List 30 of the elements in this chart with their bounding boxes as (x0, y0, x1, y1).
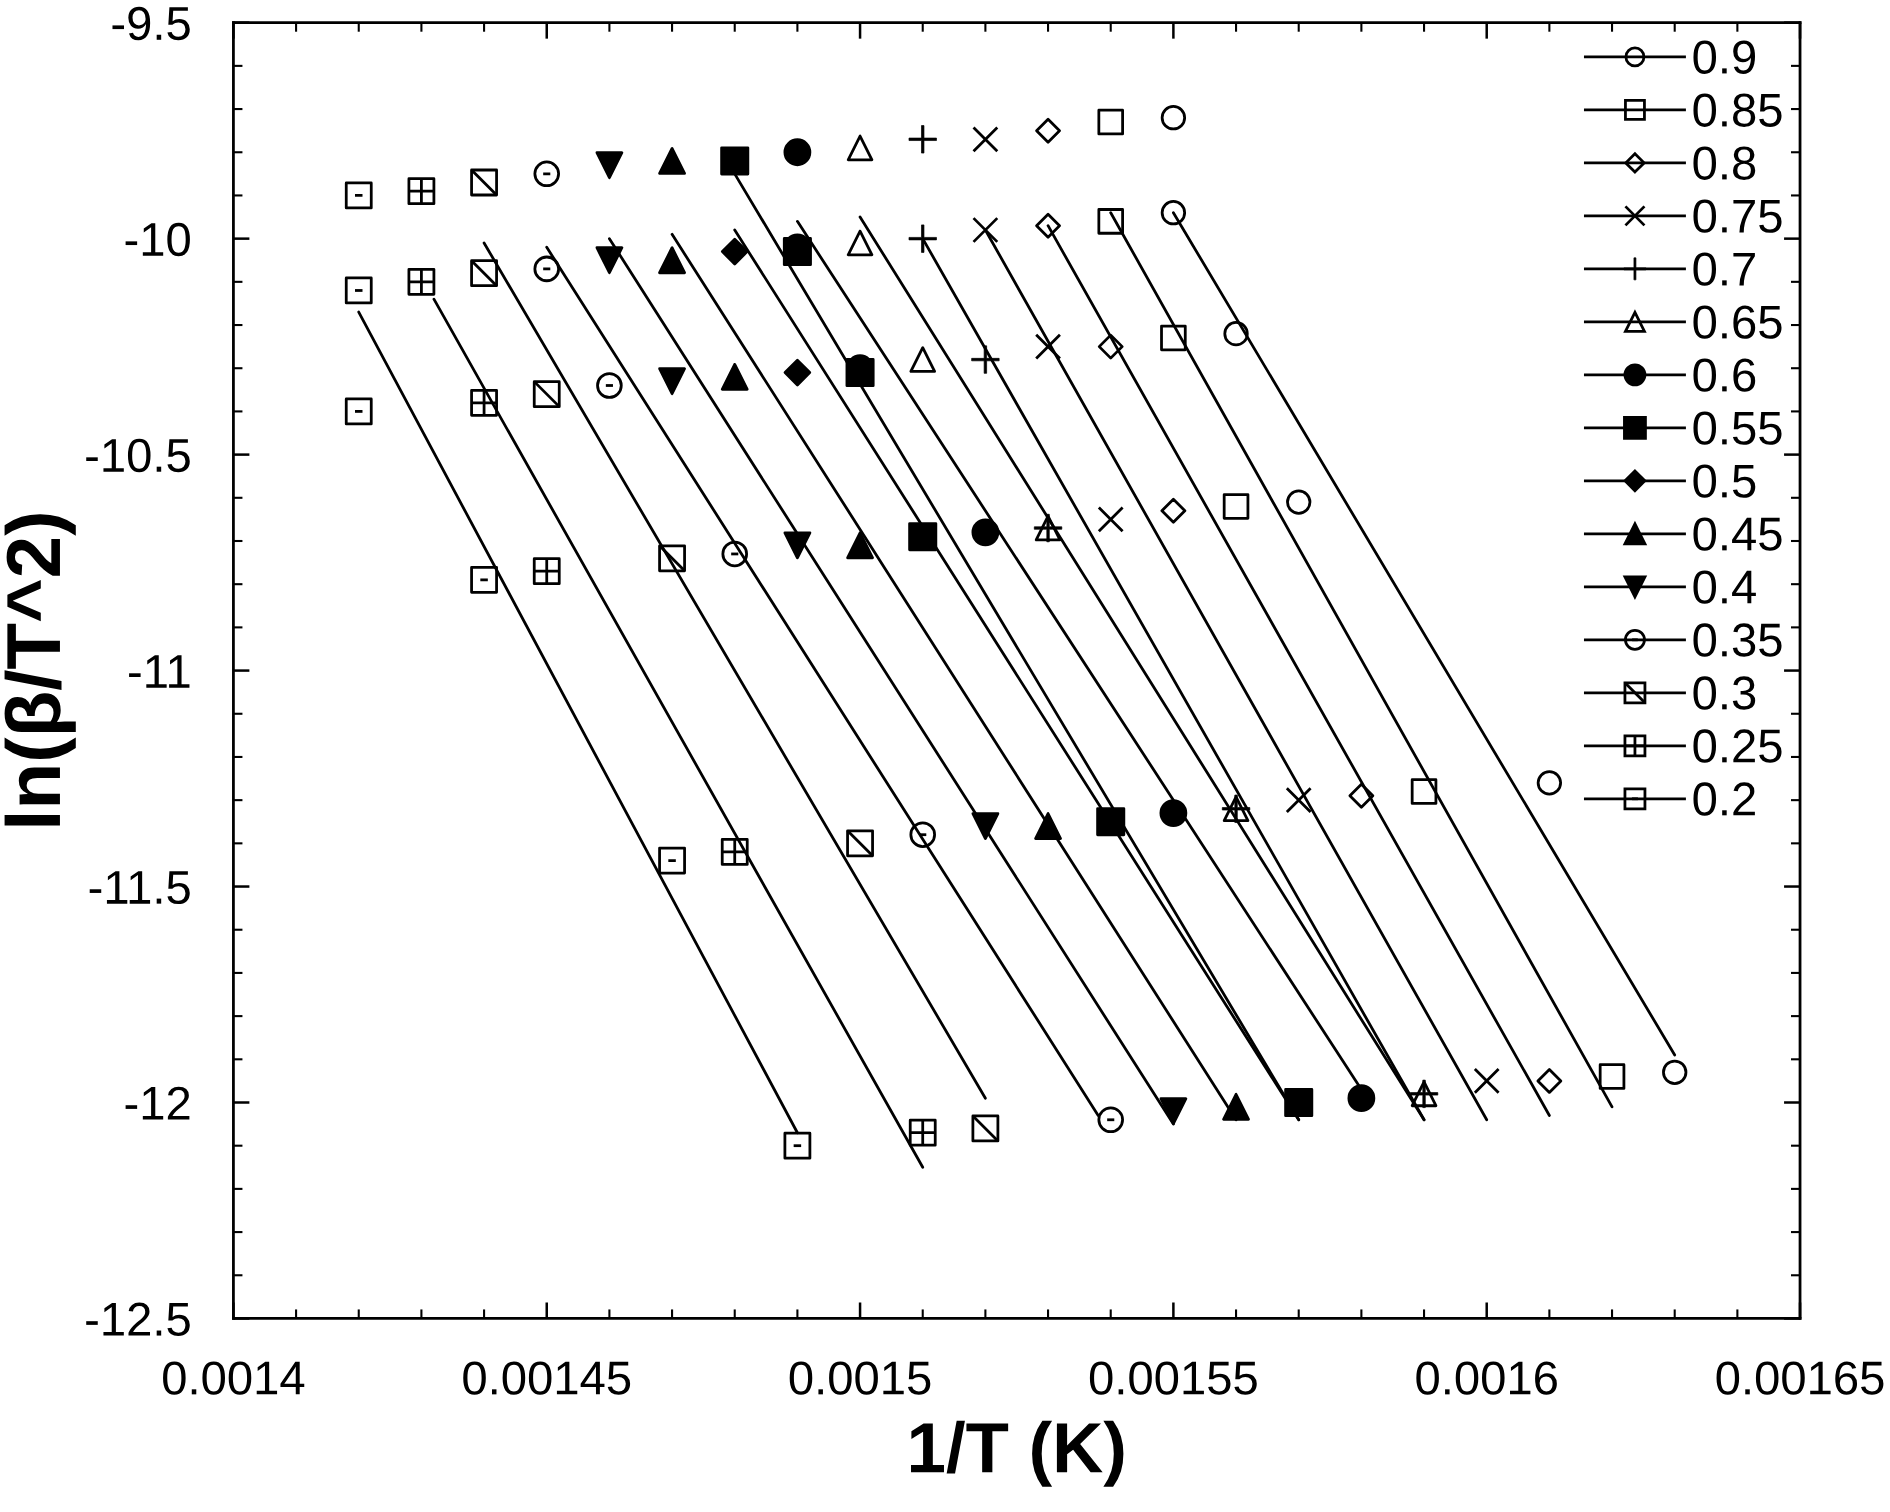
y-tick-label: -11.5 (89, 871, 190, 905)
legend-label: 0.4 (1693, 570, 1756, 604)
legend-label: 0.25 (1693, 729, 1782, 763)
x-tick-label: 0.0016 (1416, 1361, 1557, 1395)
y-tick-label: -9.5 (112, 6, 190, 41)
legend-label: 0.6 (1693, 358, 1756, 392)
y-tick-label: -11 (129, 655, 190, 688)
x-tick-label: 0.0014 (163, 1361, 305, 1395)
x-tick-label: 0.0015 (789, 1361, 931, 1395)
x-tick-label: 0.00155 (1089, 1361, 1257, 1395)
legend-label: 0.85 (1693, 93, 1782, 127)
legend-label: 0.9 (1693, 40, 1756, 74)
legend-label: 0.35 (1693, 623, 1782, 657)
legend-label: 0.75 (1693, 199, 1782, 233)
legend-label: 0.5 (1693, 464, 1756, 498)
legend-label: 0.8 (1693, 146, 1756, 180)
y-tick-label: -12.5 (86, 1302, 190, 1337)
legend-label: 0.2 (1693, 782, 1755, 816)
x-tick-label: 0.00145 (463, 1361, 631, 1395)
y-tick-label: -12 (125, 1086, 190, 1120)
legend-label: 0.7 (1693, 252, 1755, 286)
y-tick-label: -10.5 (86, 438, 190, 473)
legend-label: 0.3 (1693, 676, 1756, 710)
legend-label: 0.65 (1693, 305, 1782, 339)
legend-label: 0.45 (1693, 517, 1782, 551)
y-axis-title: ln(β/T^2) (4, 514, 76, 826)
x-tick-label: 0.00165 (1716, 1361, 1884, 1395)
x-axis-title: 1/T (K) (911, 1420, 1124, 1487)
legend-label: 0.55 (1693, 411, 1782, 445)
y-tick-label: -10 (125, 222, 190, 257)
